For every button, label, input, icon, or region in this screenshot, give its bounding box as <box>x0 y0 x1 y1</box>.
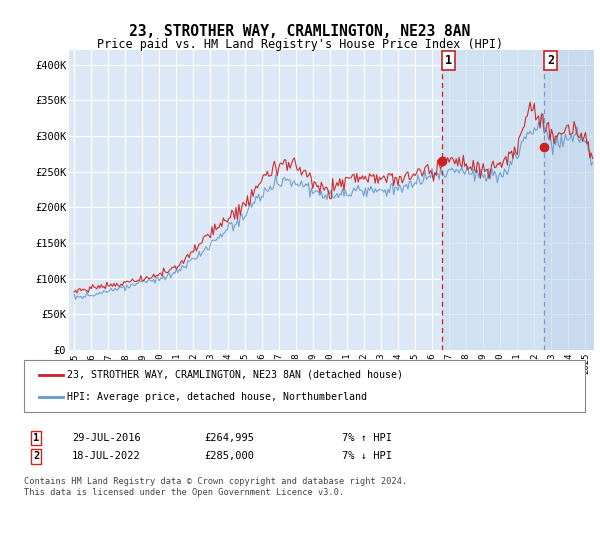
Text: 2: 2 <box>33 451 39 461</box>
Text: 18-JUL-2022: 18-JUL-2022 <box>72 451 141 461</box>
Bar <box>544 50 594 350</box>
Text: 2: 2 <box>547 54 554 67</box>
Bar <box>442 50 544 350</box>
Text: Price paid vs. HM Land Registry's House Price Index (HPI): Price paid vs. HM Land Registry's House … <box>97 38 503 51</box>
Text: 29-JUL-2016: 29-JUL-2016 <box>72 433 141 443</box>
Text: 7% ↑ HPI: 7% ↑ HPI <box>342 433 392 443</box>
Text: 23, STROTHER WAY, CRAMLINGTON, NE23 8AN (detached house): 23, STROTHER WAY, CRAMLINGTON, NE23 8AN … <box>67 370 403 380</box>
Text: 23, STROTHER WAY, CRAMLINGTON, NE23 8AN: 23, STROTHER WAY, CRAMLINGTON, NE23 8AN <box>130 24 470 39</box>
Text: 7% ↓ HPI: 7% ↓ HPI <box>342 451 392 461</box>
Text: HPI: Average price, detached house, Northumberland: HPI: Average price, detached house, Nort… <box>67 392 367 402</box>
Text: 1: 1 <box>33 433 39 443</box>
Text: £264,995: £264,995 <box>204 433 254 443</box>
Text: £285,000: £285,000 <box>204 451 254 461</box>
Text: Contains HM Land Registry data © Crown copyright and database right 2024.
This d: Contains HM Land Registry data © Crown c… <box>24 477 407 497</box>
Text: 1: 1 <box>445 54 452 67</box>
